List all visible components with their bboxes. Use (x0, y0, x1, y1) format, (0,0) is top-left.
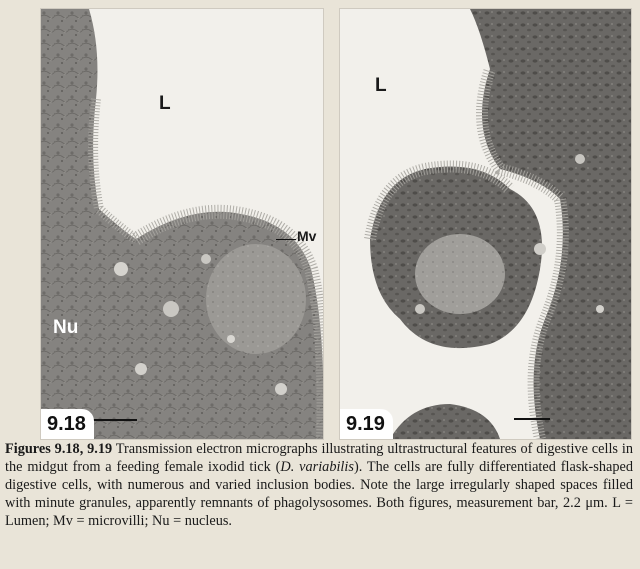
figure-number-9-19: 9.19 (340, 409, 393, 439)
micrograph-9-19-image (364, 9, 631, 439)
micrograph-9-18-image (41, 9, 323, 439)
scale-bar (91, 419, 137, 421)
scale-bar (514, 418, 550, 420)
nucleus-label: Nu (53, 317, 79, 338)
caption-heading: Figures 9.18, 9.19 (5, 441, 113, 457)
lumen-label: L (159, 93, 171, 114)
microvilli-pointer-line (276, 239, 296, 240)
figure-number-9-18: 9.18 (41, 409, 94, 439)
caption-text-part2: ). The cells are fully differentiated fl… (5, 459, 633, 529)
caption-species: D. variabilis (280, 459, 354, 475)
micrograph-9-18: L Nu Mv 9.18 (40, 8, 324, 440)
microvilli-label: Mv (297, 228, 317, 244)
lumen-label: L (375, 75, 387, 96)
caption-text-part1: Transmission electron micrographs illust… (5, 441, 633, 475)
figure-caption: Figures 9.18, 9.19 Transmission electron… (5, 440, 633, 530)
micrograph-9-19: L 9.19 (339, 8, 632, 440)
